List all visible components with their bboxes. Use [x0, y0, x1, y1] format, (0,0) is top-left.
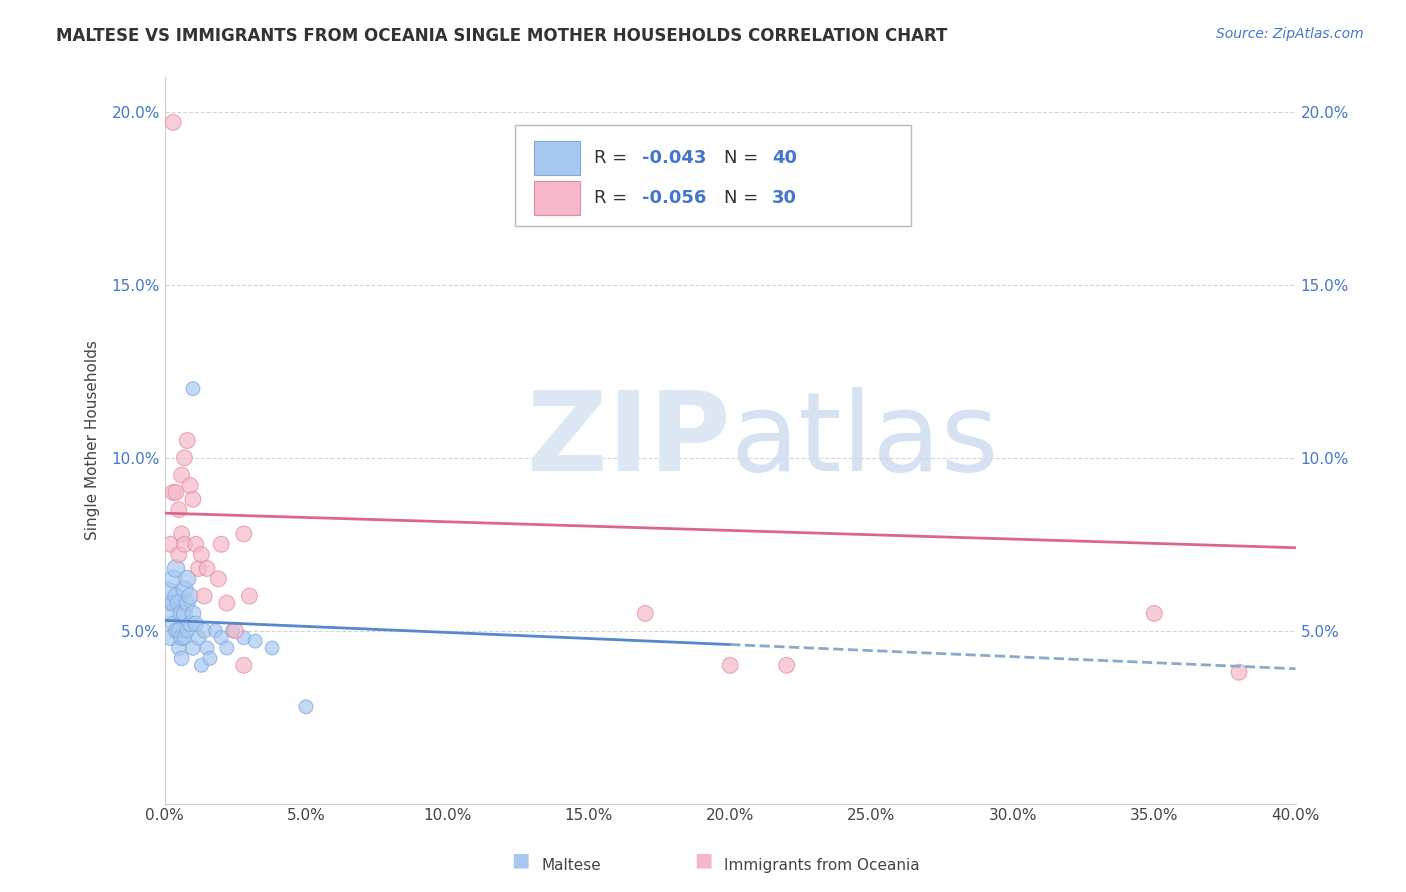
- Point: [162, 485, 184, 500]
- Point: [184, 537, 207, 551]
- Text: ZIP: ZIP: [527, 387, 730, 494]
- Point: [195, 561, 218, 575]
- Y-axis label: Single Mother Households: Single Mother Households: [86, 341, 100, 541]
- Point: [718, 658, 741, 673]
- Point: [165, 589, 187, 603]
- Text: R =: R =: [595, 149, 634, 167]
- Point: [179, 478, 201, 492]
- Point: [198, 651, 221, 665]
- Point: [176, 624, 198, 638]
- Point: [195, 640, 218, 655]
- Text: 40: 40: [772, 149, 797, 167]
- Point: [204, 624, 226, 638]
- Point: [221, 624, 243, 638]
- Point: [162, 596, 184, 610]
- Point: [173, 582, 195, 597]
- Point: [167, 548, 190, 562]
- Text: R =: R =: [595, 189, 634, 207]
- Point: [187, 561, 209, 575]
- Point: [209, 537, 232, 551]
- Text: Maltese: Maltese: [541, 858, 600, 872]
- Point: [193, 589, 215, 603]
- Point: [179, 616, 201, 631]
- Point: [176, 596, 198, 610]
- Point: [173, 537, 195, 551]
- Text: N =: N =: [724, 189, 765, 207]
- Point: [181, 640, 204, 655]
- Text: ■: ■: [510, 850, 530, 869]
- Point: [295, 699, 318, 714]
- Text: -0.043: -0.043: [643, 149, 706, 167]
- Point: [1227, 665, 1250, 680]
- Point: [207, 572, 229, 586]
- Point: [162, 115, 184, 129]
- Text: -0.056: -0.056: [643, 189, 706, 207]
- Text: Immigrants from Oceania: Immigrants from Oceania: [724, 858, 920, 872]
- Point: [243, 634, 266, 648]
- Point: [262, 640, 284, 655]
- Point: [165, 485, 187, 500]
- Point: [170, 651, 193, 665]
- Point: [156, 589, 179, 603]
- Point: [162, 616, 184, 631]
- Point: [176, 572, 198, 586]
- Point: [187, 631, 209, 645]
- Point: [170, 631, 193, 645]
- Point: [224, 624, 246, 638]
- Point: [232, 658, 254, 673]
- Point: [165, 624, 187, 638]
- Text: ■: ■: [693, 850, 713, 869]
- Point: [167, 624, 190, 638]
- Point: [181, 382, 204, 396]
- Point: [173, 631, 195, 645]
- Point: [159, 631, 181, 645]
- Point: [190, 658, 212, 673]
- Point: [167, 502, 190, 516]
- Point: [181, 492, 204, 507]
- FancyBboxPatch shape: [534, 141, 579, 176]
- Point: [181, 607, 204, 621]
- Point: [215, 640, 238, 655]
- Point: [634, 607, 657, 621]
- Text: atlas: atlas: [730, 387, 998, 494]
- Point: [159, 537, 181, 551]
- Text: 30: 30: [772, 189, 797, 207]
- Text: N =: N =: [724, 149, 765, 167]
- Point: [167, 596, 190, 610]
- Point: [170, 468, 193, 483]
- Point: [232, 631, 254, 645]
- Text: MALTESE VS IMMIGRANTS FROM OCEANIA SINGLE MOTHER HOUSEHOLDS CORRELATION CHART: MALTESE VS IMMIGRANTS FROM OCEANIA SINGL…: [56, 27, 948, 45]
- FancyBboxPatch shape: [534, 180, 579, 215]
- Point: [184, 616, 207, 631]
- Point: [1143, 607, 1166, 621]
- Point: [179, 589, 201, 603]
- Point: [176, 434, 198, 448]
- Point: [776, 658, 799, 673]
- Point: [173, 607, 195, 621]
- Point: [190, 548, 212, 562]
- Point: [238, 589, 260, 603]
- Point: [170, 527, 193, 541]
- FancyBboxPatch shape: [515, 125, 911, 227]
- Point: [165, 561, 187, 575]
- Point: [193, 624, 215, 638]
- Point: [159, 607, 181, 621]
- Point: [167, 640, 190, 655]
- Point: [173, 450, 195, 465]
- Point: [232, 527, 254, 541]
- Point: [170, 607, 193, 621]
- Point: [209, 631, 232, 645]
- Point: [215, 596, 238, 610]
- Text: Source: ZipAtlas.com: Source: ZipAtlas.com: [1216, 27, 1364, 41]
- Point: [162, 572, 184, 586]
